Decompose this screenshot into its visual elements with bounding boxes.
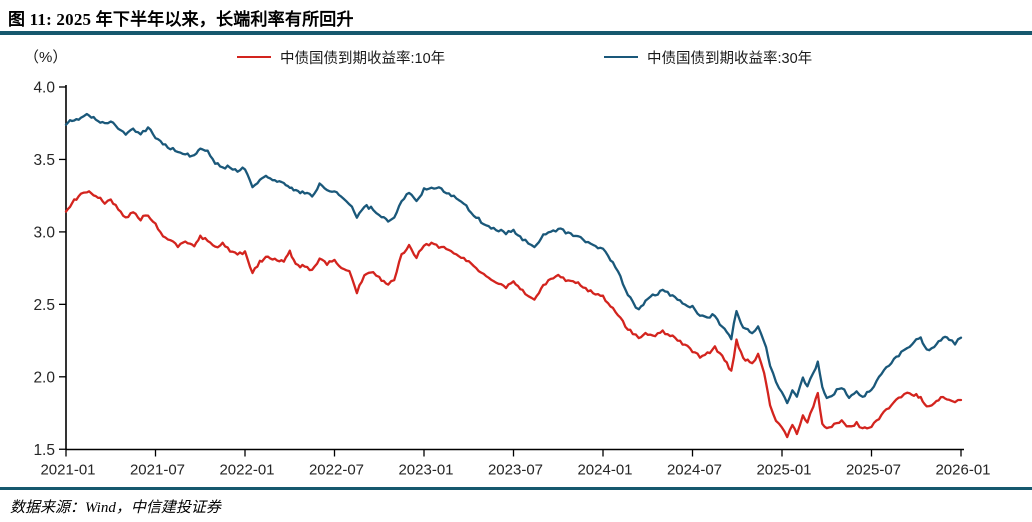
x-tick-label: 2021-07 [130, 462, 185, 479]
x-tick-label: 2025-01 [756, 462, 811, 479]
legend-label-30y: 中债国债到期收益率:30年 [647, 50, 813, 67]
legend-line-swatch-30y [604, 56, 638, 58]
data-source-note: 数据来源：Wind，中信建投证券 [10, 500, 221, 516]
x-tick-label: 2024-01 [577, 462, 632, 479]
legend: 中债国债到期收益率:10年 中债国债到期收益率:30年 [0, 46, 1032, 68]
x-tick-label: 2026-01 [935, 462, 990, 479]
legend-line-swatch-10y [237, 56, 271, 58]
y-tick-label: 2.5 [33, 297, 55, 314]
legend-item-30y: 中债国债到期收益率:30年 [604, 46, 812, 68]
figure-title: 图 11: 2025 年下半年以来，长端利率有所回升 [8, 10, 354, 29]
x-tick-label: 2022-01 [219, 462, 274, 479]
x-tick-label: 2022-07 [309, 462, 364, 479]
x-tick-label: 2023-01 [398, 462, 453, 479]
y-tick-label: 3.0 [33, 224, 55, 241]
legend-item-10y: 中债国债到期收益率:10年 [237, 46, 445, 68]
title-divider-rule [0, 31, 1032, 35]
x-tick-label: 2025-07 [846, 462, 901, 479]
y-tick-label: 1.5 [33, 442, 55, 459]
y-axis-unit-label: （%） [24, 49, 68, 66]
x-tick-label: 2024-07 [667, 462, 722, 479]
series-line-10y [64, 190, 963, 439]
y-tick-label: 2.0 [33, 369, 55, 386]
x-tick-label: 2021-01 [40, 462, 95, 479]
legend-label-10y: 中债国债到期收益率:10年 [280, 50, 446, 67]
y-tick-label: 4.0 [33, 80, 55, 97]
footer-divider-rule [0, 487, 1032, 490]
series-line-30y [64, 112, 963, 405]
y-tick-label: 3.5 [33, 152, 55, 169]
x-tick-label: 2023-07 [488, 462, 543, 479]
